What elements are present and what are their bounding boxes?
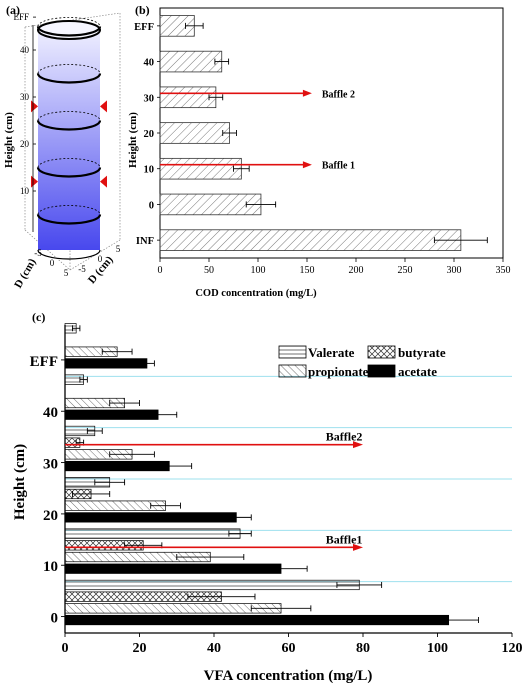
cod-bar xyxy=(159,50,223,73)
y-tick-label: 30 xyxy=(43,457,58,473)
acetate-bar xyxy=(64,358,148,369)
x-tick-label: 200 xyxy=(349,265,364,276)
cod-bar xyxy=(159,229,462,251)
x-tick-label: 250 xyxy=(398,265,413,276)
x-tick-label: 5 xyxy=(64,268,69,278)
panel-a-zlabel: Height (cm) xyxy=(3,112,15,168)
x-tick-label: 0 xyxy=(62,641,69,656)
legend-label-valerate: Valerate xyxy=(308,345,355,360)
panel-c-xlabel: VFA concentration (mg/L) xyxy=(204,668,373,684)
legend-swatch-butyrate xyxy=(367,345,396,359)
legend-swatch-propionate xyxy=(278,364,307,378)
y-tick-label: -5 xyxy=(78,264,86,274)
acetate-bar xyxy=(64,563,282,574)
y-tick-label: 0 xyxy=(149,200,154,211)
y-tick-label: 20 xyxy=(144,129,155,140)
legend-label-acetate: acetate xyxy=(398,364,437,379)
z-tick-label: 20 xyxy=(20,139,30,149)
y-tick-label: 0 xyxy=(51,611,59,627)
x-tick-label: 50 xyxy=(204,265,214,276)
propionate-bar xyxy=(64,603,282,614)
panel-b-ylabel: Height (cm) xyxy=(127,112,139,168)
y-tick-label: EFF xyxy=(134,22,154,33)
baffle-annotation: Baffle 2 xyxy=(322,89,355,100)
panel-b-label: (b) xyxy=(135,3,150,17)
cod-bar xyxy=(159,157,242,180)
baffle-arrow-head xyxy=(353,441,363,449)
z-tick-label: 40 xyxy=(20,45,30,55)
x-tick-label: 150 xyxy=(300,265,315,276)
x-tick-label: 350 xyxy=(496,265,511,276)
cylinder-ring xyxy=(36,73,102,84)
x-tick-label: 120 xyxy=(502,641,523,656)
cylinder-ring xyxy=(36,167,102,178)
y-tick-label: 0 xyxy=(98,254,103,264)
baffle-triangle-right xyxy=(100,175,107,188)
panel-c-legend: Valerate butyrate propionate acetate xyxy=(278,345,446,379)
panel-c-label: (c) xyxy=(32,310,45,324)
z-tick-label: 10 xyxy=(20,186,30,196)
legend-label-butyrate: butyrate xyxy=(398,345,446,360)
baffle-arrow-head xyxy=(302,89,312,97)
z-tick-label: EFF xyxy=(13,12,29,22)
x-tick-label: 100 xyxy=(427,641,448,656)
cod-bar xyxy=(159,122,230,144)
cylinder-ring xyxy=(36,214,102,225)
panel-b-cod-chart: INF 0 10 20 30 40 EFF 0 50 100 150 200 250 300 350 Baff… xyxy=(134,7,511,276)
panel-c-vfa-chart: 0 10 20 30 40 EFF 0 20 40 60 80 100 120 Baffle1 Baffle… xyxy=(30,323,523,656)
y-tick-label: 40 xyxy=(43,405,58,421)
x-tick-label: 300 xyxy=(447,265,462,276)
cylinder-ring-back xyxy=(37,64,101,74)
baffle-annotation: Baffle 1 xyxy=(322,161,355,172)
x-tick-label: 80 xyxy=(356,641,370,656)
y-tick-label: INF xyxy=(136,236,154,247)
panel-b-xlabel: COD concentration (mg/L) xyxy=(195,288,317,299)
reactor-cylinder xyxy=(38,30,100,250)
legend-label-propionate: propionate xyxy=(308,364,369,379)
x-tick-label: 0 xyxy=(158,265,163,276)
valerate-bar xyxy=(64,579,360,591)
y-tick-label: 10 xyxy=(144,165,155,176)
cod-bar xyxy=(159,86,217,109)
baffle-annotation: Baffle2 xyxy=(326,430,363,444)
y-tick-label: EFF xyxy=(30,354,58,370)
cylinder-ring-back xyxy=(37,158,101,168)
cylinder-bottom xyxy=(37,249,101,260)
x-tick-label: 60 xyxy=(282,641,296,656)
acetate-bar xyxy=(64,614,450,626)
cylinder-ring-back xyxy=(37,17,101,27)
baffle-triangle-right xyxy=(100,100,107,113)
valerate-bar xyxy=(64,528,241,539)
y-tick-label: 5 xyxy=(116,244,121,254)
y-tick-label: 40 xyxy=(144,58,155,69)
x-tick-label: 0 xyxy=(50,258,55,268)
cylinder-ring-back xyxy=(37,205,101,215)
baffle-arrow-head xyxy=(353,543,363,551)
baffle-triangle-left xyxy=(31,100,38,113)
baffle-arrow-head xyxy=(302,161,312,169)
z-tick-label: 30 xyxy=(20,92,30,102)
y-tick-label: 30 xyxy=(144,93,155,104)
x-tick-label: 100 xyxy=(251,265,266,276)
x-tick-label: 20 xyxy=(133,641,147,656)
acetate-bar xyxy=(64,512,237,523)
panel-a-label: (a) xyxy=(6,3,20,17)
baffle-annotation: Baffle1 xyxy=(326,532,363,546)
y-tick-label: 10 xyxy=(43,559,58,575)
x-tick-label: 40 xyxy=(207,641,221,656)
baffle-triangle-left xyxy=(31,175,38,188)
y-tick-label: 20 xyxy=(43,508,58,524)
cylinder-rings xyxy=(36,17,102,260)
cylinder-ring-back xyxy=(37,111,101,121)
legend-swatch-valerate xyxy=(278,345,307,359)
panel-a-xlabel: D (cm) xyxy=(12,256,39,290)
x-tick-label: -5 xyxy=(34,248,42,258)
panel-c-ylabel: Height (cm) xyxy=(12,444,28,520)
cylinder-ring xyxy=(36,120,102,131)
cylinder-ring xyxy=(36,26,102,37)
legend-swatch-acetate xyxy=(367,364,396,378)
